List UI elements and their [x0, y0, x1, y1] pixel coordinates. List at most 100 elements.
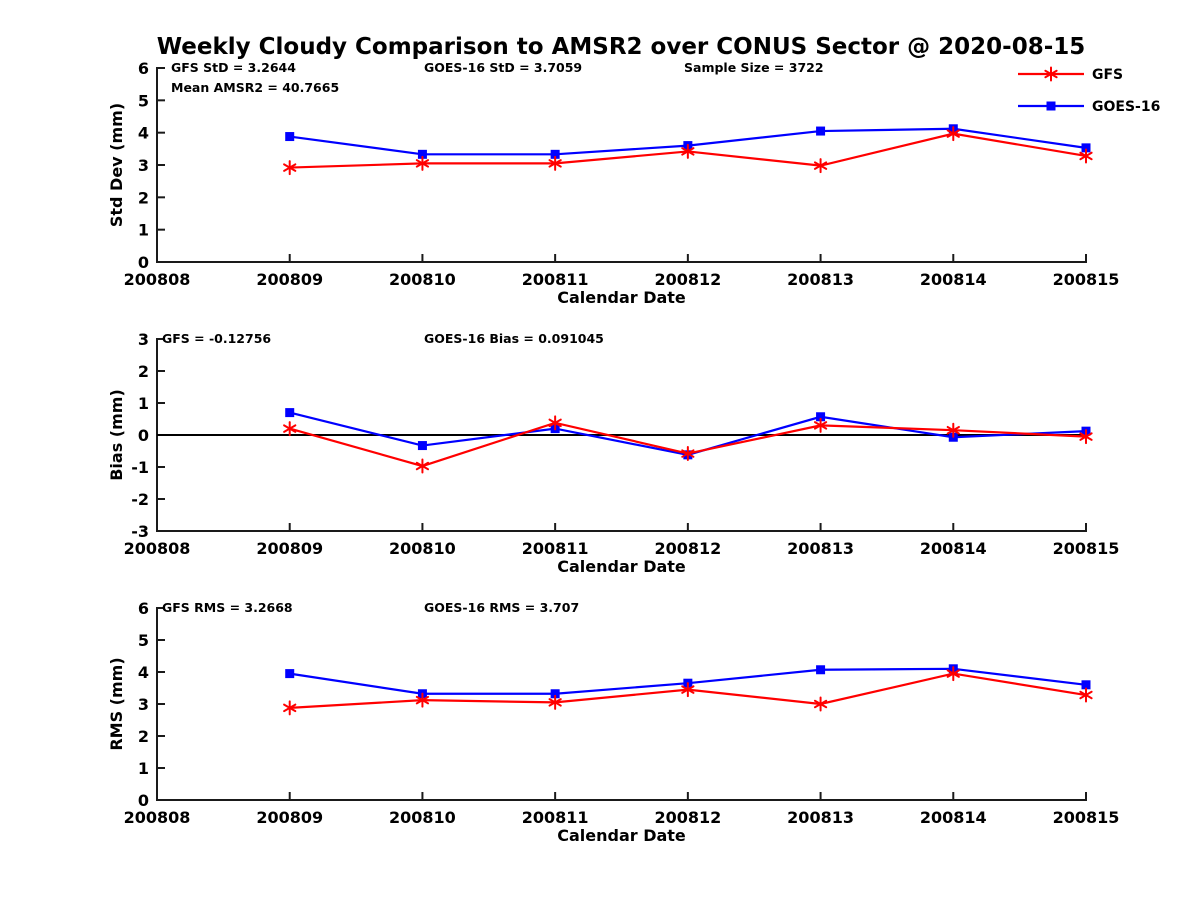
square-marker — [1081, 680, 1091, 690]
y-tick-label: 0 — [138, 253, 149, 272]
x-tick-label: 200812 — [654, 539, 721, 558]
x-tick-label: 200814 — [920, 808, 987, 827]
asterisk-marker — [415, 461, 430, 471]
x-axis-title: Calendar Date — [557, 288, 686, 307]
square-marker — [285, 132, 295, 142]
x-tick-label: 200815 — [1053, 539, 1120, 558]
square-marker — [816, 665, 826, 675]
square-marker — [417, 441, 427, 451]
y-axis-title: Std Dev (mm) — [107, 103, 126, 227]
y-tick-label: 4 — [138, 124, 149, 143]
asterisk-marker — [1079, 151, 1093, 161]
stat-annotation: GFS RMS = 3.2668 — [162, 600, 293, 615]
asterisk-marker — [548, 159, 562, 168]
square-marker — [1046, 101, 1056, 111]
y-axis-title: Bias (mm) — [107, 389, 126, 481]
stat-annotation: GOES-16 RMS = 3.707 — [424, 600, 579, 615]
x-tick-label: 200808 — [124, 808, 191, 827]
asterisk-marker — [548, 418, 562, 428]
x-tick-label: 200810 — [389, 539, 456, 558]
stat-annotation: Mean AMSR2 = 40.7665 — [171, 80, 339, 95]
asterisk-marker — [946, 669, 960, 678]
y-tick-label: 6 — [138, 59, 149, 78]
legend-label: GOES-16 — [1092, 99, 1160, 115]
y-tick-label: 6 — [138, 599, 149, 618]
y-tick-label: -1 — [131, 458, 149, 477]
x-tick-label: 200811 — [522, 539, 589, 558]
asterisk-marker — [1044, 69, 1058, 79]
square-marker — [550, 689, 560, 699]
asterisk-marker — [548, 698, 562, 707]
x-tick-label: 200811 — [522, 270, 589, 289]
y-tick-label: 0 — [138, 791, 149, 810]
y-tick-label: 3 — [138, 330, 149, 349]
x-tick-label: 200810 — [389, 808, 456, 827]
asterisk-marker — [946, 129, 960, 138]
square-marker — [285, 669, 295, 679]
stat-annotation: GFS = -0.12756 — [162, 331, 271, 346]
asterisk-marker — [813, 699, 828, 709]
asterisk-marker — [681, 685, 695, 694]
x-axis-title: Calendar Date — [557, 557, 686, 576]
asterisk-marker — [813, 421, 828, 430]
y-tick-label: 2 — [138, 727, 149, 746]
asterisk-marker — [946, 425, 960, 435]
square-marker — [285, 408, 295, 418]
x-tick-label: 200813 — [787, 270, 854, 289]
asterisk-marker — [681, 449, 695, 458]
asterisk-marker — [283, 163, 297, 172]
y-tick-label: 3 — [138, 156, 149, 175]
legend-item-goes-16: GOES-16 — [1018, 99, 1160, 115]
stat-annotation: GOES-16 StD = 3.7059 — [424, 60, 582, 75]
square-marker — [550, 149, 560, 159]
x-tick-label: 200808 — [124, 539, 191, 558]
y-tick-label: 1 — [138, 394, 149, 413]
x-axis-title: Calendar Date — [557, 826, 686, 845]
panel-bias: -3 -2 -1 0 1 2 3 200808 200809 200810 200811 200812… — [107, 330, 1119, 576]
y-tick-label: 4 — [138, 663, 149, 682]
y-tick-label: -2 — [131, 490, 149, 509]
asterisk-marker — [681, 147, 695, 156]
x-tick-label: 200810 — [389, 270, 456, 289]
stat-annotation: Sample Size = 3722 — [684, 60, 824, 75]
x-tick-label: 200809 — [256, 539, 323, 558]
x-tick-label: 200814 — [920, 539, 987, 558]
panel-rms: 0 1 2 3 4 5 6 200808 200809 200810 200811 200812 200… — [107, 599, 1119, 845]
x-tick-label: 200809 — [256, 270, 323, 289]
asterisk-marker — [415, 159, 430, 168]
x-tick-label: 200808 — [124, 270, 191, 289]
x-tick-label: 200814 — [920, 270, 987, 289]
asterisk-marker — [1079, 432, 1093, 441]
y-tick-label: 3 — [138, 695, 149, 714]
x-tick-label: 200811 — [522, 808, 589, 827]
stat-annotation: GFS StD = 3.2644 — [171, 60, 296, 75]
square-marker — [816, 126, 826, 136]
asterisk-marker — [283, 703, 297, 713]
legend-label: GFS — [1092, 67, 1123, 83]
legend-item-gfs: GFS — [1018, 66, 1123, 83]
x-tick-label: 200813 — [787, 808, 854, 827]
y-tick-label: 1 — [138, 759, 149, 778]
square-marker — [816, 412, 826, 422]
square-marker — [417, 149, 427, 159]
y-tick-label: 0 — [138, 426, 149, 445]
panel-std-dev: 0 1 2 3 4 5 6 200808 200809 200810 200811 200812 200… — [107, 59, 1119, 307]
stat-annotation: GOES-16 Bias = 0.091045 — [424, 331, 604, 346]
x-tick-label: 200812 — [654, 808, 721, 827]
asterisk-marker — [1079, 690, 1093, 700]
asterisk-marker — [415, 695, 430, 705]
y-tick-label: 1 — [138, 221, 149, 240]
x-tick-label: 200815 — [1053, 270, 1120, 289]
y-tick-label: -3 — [131, 522, 149, 541]
y-tick-label: 2 — [138, 362, 149, 381]
legend: GFS GOES-16 — [1018, 66, 1160, 115]
y-tick-label: 2 — [138, 188, 149, 207]
y-tick-label: 5 — [138, 91, 149, 110]
asterisk-marker — [283, 424, 297, 433]
square-marker — [1081, 143, 1091, 153]
asterisk-marker — [813, 161, 828, 170]
x-tick-label: 200809 — [256, 808, 323, 827]
figure-title: Weekly Cloudy Comparison to AMSR2 over C… — [157, 34, 1086, 60]
